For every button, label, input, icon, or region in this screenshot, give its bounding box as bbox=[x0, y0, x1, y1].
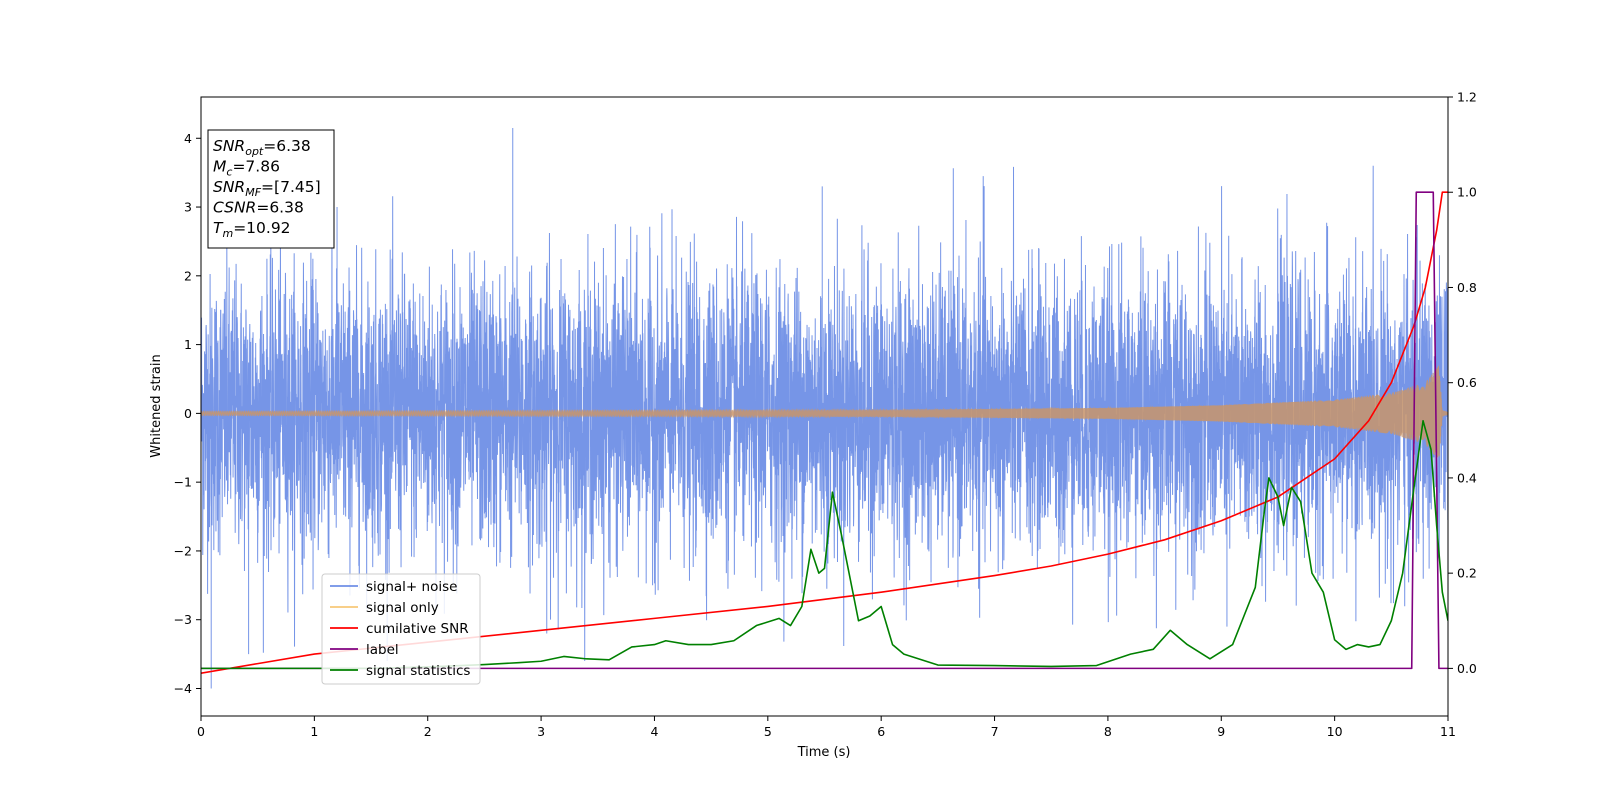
y-right-tick-label: 0.4 bbox=[1457, 470, 1477, 485]
y-axis-left: −4 −3 −2 −1 0 1 2 3 4 bbox=[174, 131, 201, 696]
annotation-box: SNRopt=6.38 Mc=7.86 SNRMF=[7.45] CSNR=6.38 T… bbox=[207, 129, 335, 249]
y-left-tick-label: 2 bbox=[184, 268, 192, 283]
legend-label-cumilative-snr: cumilative SNR bbox=[366, 621, 469, 637]
x-axis-label: Time (s) bbox=[797, 745, 851, 760]
y-left-tick-label: −1 bbox=[174, 475, 192, 490]
y-right-tick-label: 0.2 bbox=[1457, 566, 1477, 581]
x-tick-label: 3 bbox=[537, 724, 545, 739]
x-tick-label: 8 bbox=[1104, 724, 1112, 739]
y-right-tick-label: 0.8 bbox=[1457, 280, 1477, 295]
series-signal-statistics bbox=[201, 419, 1448, 670]
y-right-tick-label: 1.2 bbox=[1457, 90, 1477, 105]
legend-frame bbox=[321, 573, 481, 685]
x-tick-label: 6 bbox=[877, 724, 885, 739]
x-tick-label: 1 bbox=[310, 724, 318, 739]
y-left-tick-label: −4 bbox=[174, 681, 192, 696]
legend-label-signal-statistics: signal statistics bbox=[366, 663, 470, 679]
plot-frame bbox=[200, 96, 1449, 717]
legend-label-signal-only: signal only bbox=[366, 600, 439, 616]
y-left-tick-label: 3 bbox=[184, 200, 192, 215]
y-axis-label: Whitened strain bbox=[149, 354, 164, 457]
legend: signal+ noise signal only cumilative SNR la… bbox=[321, 573, 481, 685]
x-tick-label: 4 bbox=[650, 724, 658, 739]
x-tick-label: 9 bbox=[1217, 724, 1225, 739]
x-axis: 0 1 2 3 4 5 6 7 8 9 10 11 bbox=[197, 716, 1456, 739]
y-left-tick-label: 4 bbox=[184, 131, 192, 146]
x-tick-label: 2 bbox=[424, 724, 432, 739]
y-left-tick-label: 0 bbox=[184, 406, 192, 421]
x-tick-label: 0 bbox=[197, 724, 205, 739]
y-axis-right: 0.0 0.2 0.4 0.6 0.8 1.0 1.2 bbox=[1448, 90, 1477, 676]
legend-label-label: label bbox=[366, 642, 399, 658]
y-left-tick-label: 1 bbox=[184, 337, 192, 352]
series-cumilative-snr bbox=[201, 191, 1448, 674]
y-right-tick-label: 1.0 bbox=[1457, 185, 1477, 200]
series-signal-only bbox=[201, 365, 1448, 458]
x-tick-label: 5 bbox=[764, 724, 772, 739]
annotation-text: SNRopt=6.38 Mc=7.86 SNRMF=[7.45] CSNR=6.38 T… bbox=[213, 137, 321, 240]
x-tick-label: 10 bbox=[1327, 724, 1343, 739]
series-label bbox=[201, 191, 1448, 670]
y-left-tick-label: −3 bbox=[174, 612, 192, 627]
legend-label-signal-noise: signal+ noise bbox=[366, 579, 457, 595]
y-left-tick-label: −2 bbox=[174, 543, 192, 558]
x-tick-label: 11 bbox=[1440, 724, 1456, 739]
series-layer bbox=[201, 127, 1448, 689]
y-right-tick-label: 0.0 bbox=[1457, 661, 1477, 676]
x-tick-label: 7 bbox=[991, 724, 999, 739]
y-right-tick-label: 0.6 bbox=[1457, 375, 1477, 390]
